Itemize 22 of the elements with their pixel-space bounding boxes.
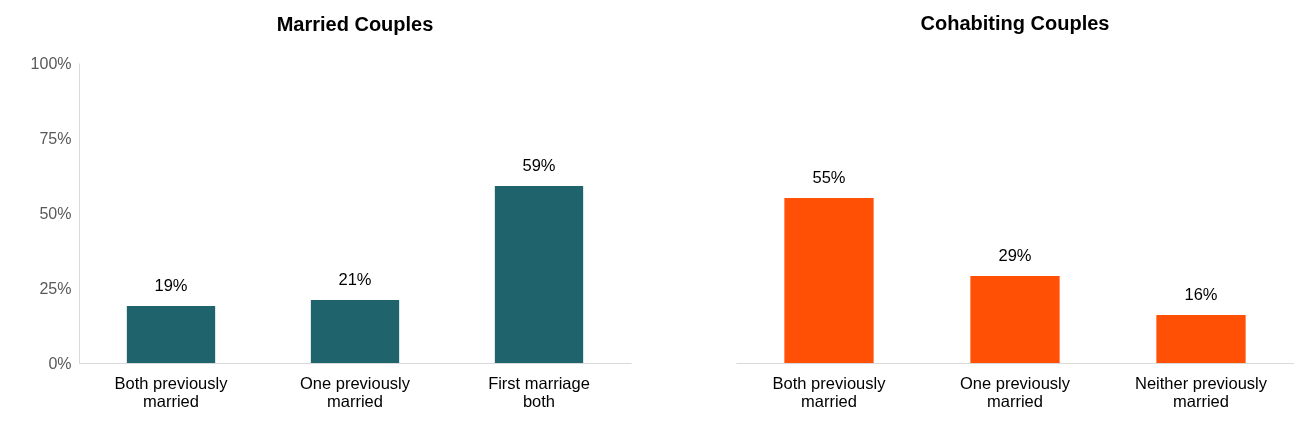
bar [126,306,216,363]
bar [494,186,584,363]
x-tick-label: Both previously married [772,373,887,410]
x-tick-label: First marriage both [488,373,590,410]
data-label: 16% [1184,285,1218,303]
data-label: 21% [338,270,372,288]
x-tick-label: One previously married [959,373,1071,410]
chart-title: Married Couples [276,13,434,35]
y-tick-label: 75% [39,129,72,147]
chart-title: Cohabiting Couples [920,12,1110,34]
data-label: 19% [154,276,188,294]
data-label: 55% [812,168,846,186]
x-tick-label: One previously married [299,373,411,410]
data-label: 59% [522,156,556,174]
x-tick-label: Both previously married [114,373,229,410]
y-tick-label: 50% [39,204,72,222]
bar [310,300,400,363]
y-tick-label: 0% [48,354,72,372]
y-tick-label: 25% [39,279,72,297]
x-tick-label: Neither previously married [1134,373,1268,410]
y-tick-label: 100% [30,54,72,72]
data-label: 29% [998,246,1032,264]
